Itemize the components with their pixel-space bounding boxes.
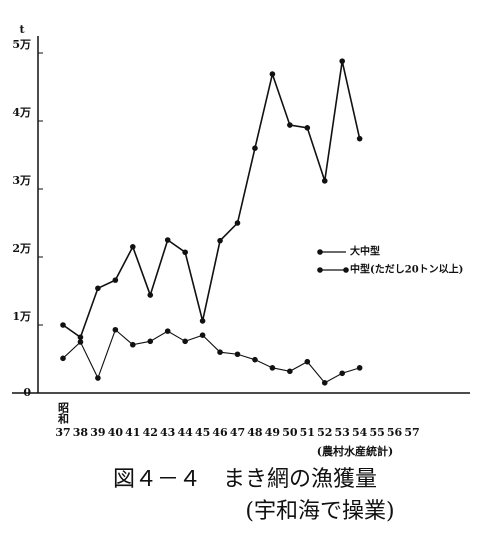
x-tick-label: 53: [335, 426, 350, 439]
x-tick-label: 39: [90, 426, 105, 439]
series-line: [62, 60, 361, 339]
x-tick-label: 45: [195, 426, 210, 439]
data-point: [217, 349, 223, 356]
y-unit: t: [19, 23, 25, 36]
legend-dot: [317, 249, 323, 255]
x-tick-label: 42: [143, 426, 158, 439]
data-point: [182, 249, 188, 256]
data-point: [287, 368, 293, 375]
x-tick-label: 44: [177, 426, 193, 439]
data-point: [304, 358, 311, 365]
data-point: [287, 122, 293, 128]
data-point: [234, 220, 241, 226]
data-point: [164, 328, 171, 334]
data-point: [339, 370, 346, 377]
data-point: [77, 339, 84, 345]
x-tick-label: 48: [247, 426, 263, 439]
data-point: [356, 365, 363, 371]
data-point: [182, 338, 188, 345]
data-point: [199, 332, 206, 339]
x-tick-label: 49: [265, 426, 280, 439]
legend-dot: [317, 267, 323, 273]
data-point: [60, 322, 66, 328]
x-tick-label: 41: [125, 426, 140, 439]
legend-label: 大中型: [350, 245, 380, 258]
data-point: [321, 178, 328, 184]
data-point: [252, 145, 258, 151]
x-tick-label: 57: [404, 426, 419, 439]
y-tick-label: 5万: [12, 38, 31, 51]
data-point: [95, 285, 101, 292]
data-point: [112, 277, 119, 283]
data-point: [321, 380, 328, 386]
chart-title: 図４－４ まき網の漁獲量: [113, 467, 377, 492]
y-tick-label: 2万: [12, 242, 31, 255]
x-tick-label: 56: [387, 426, 403, 439]
data-point: [234, 351, 241, 358]
x-tick-label: 52: [317, 426, 332, 439]
x-tick-label: 46: [212, 426, 228, 439]
data-point: [339, 58, 346, 64]
data-point: [147, 338, 154, 345]
source: (農村水産統計): [317, 444, 393, 458]
data-point: [164, 237, 171, 243]
data-point: [60, 355, 66, 362]
x-tick-label: 55: [369, 426, 384, 439]
data-point: [199, 318, 206, 324]
y-tick-label: 3万: [12, 174, 31, 187]
x-tick-label: 51: [300, 426, 315, 439]
legend-label: 中型(ただし20トン以上): [350, 263, 463, 276]
x-tick-label: 43: [160, 426, 175, 439]
era-label: 昭和: [57, 402, 70, 425]
data-point: [77, 334, 84, 341]
data-point: [95, 375, 101, 381]
data-point: [112, 326, 119, 333]
y-tick-label: 4万: [12, 106, 31, 119]
x-tick-label: 50: [282, 426, 298, 439]
x-tick-label: 40: [108, 426, 124, 439]
legend-dot: [343, 267, 349, 273]
data-point: [130, 341, 136, 348]
chart-subtitle: (宇和海で操業): [245, 499, 394, 524]
y-tick-label: 1万: [12, 310, 31, 323]
data-point: [217, 237, 223, 244]
data-point: [304, 125, 311, 131]
data-point: [252, 356, 258, 363]
x-tick-label: 54: [352, 426, 368, 439]
data-point: [269, 365, 276, 371]
data-point: [356, 135, 363, 142]
data-point: [130, 244, 136, 250]
data-point: [147, 292, 154, 298]
series-line: [62, 328, 360, 384]
x-tick-label: 38: [73, 426, 89, 439]
x-tick-label: 47: [230, 426, 245, 439]
x-tick-label: 37: [55, 426, 70, 439]
y-tick-label: 0: [23, 386, 31, 399]
data-point: [269, 71, 276, 77]
